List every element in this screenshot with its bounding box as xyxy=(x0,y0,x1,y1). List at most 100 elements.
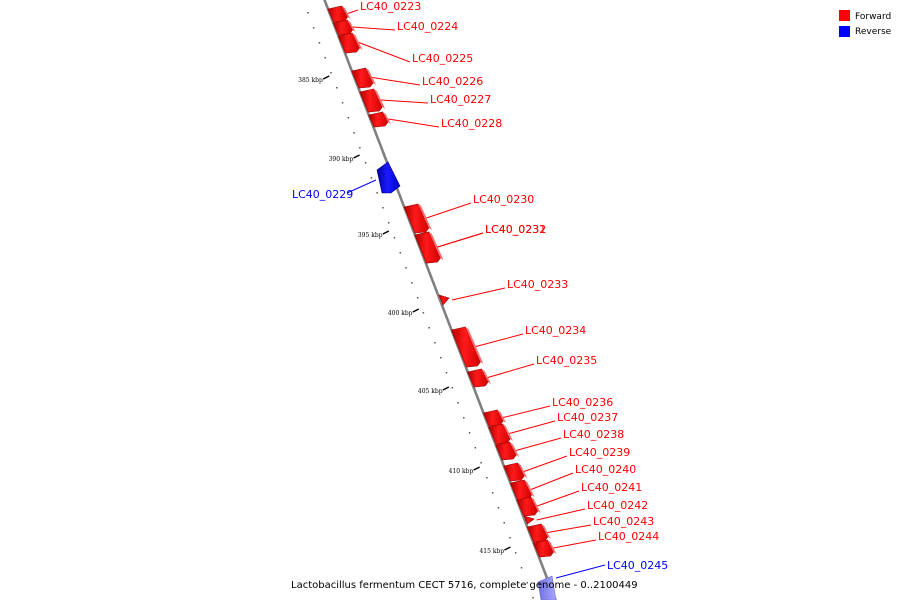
ruler-dot xyxy=(330,72,332,74)
gene-label[interactable]: LC40_0244 xyxy=(598,530,659,543)
gene-label[interactable]: LC40_0242 xyxy=(587,499,648,512)
forward-gene-shape[interactable] xyxy=(523,515,535,525)
gene-lc40_0232[interactable]: LC40_0232 xyxy=(414,223,546,264)
gene-label[interactable]: LC40_0243 xyxy=(593,515,654,528)
forward-gene-shape[interactable] xyxy=(368,111,389,128)
gene-partial-reverse[interactable] xyxy=(537,564,606,600)
gene-side-face xyxy=(524,480,535,497)
ruler-dot xyxy=(382,207,384,209)
ruler-dot xyxy=(416,297,419,299)
gene-lc40_0237[interactable]: LC40_0237 xyxy=(488,411,619,445)
forward-gene-shape[interactable] xyxy=(351,67,374,89)
forward-gene-shape[interactable] xyxy=(414,231,441,264)
tick-mark xyxy=(442,386,450,391)
forward-gene-shape[interactable] xyxy=(526,523,549,543)
forward-gene-shape[interactable] xyxy=(516,496,539,517)
ruler-dot xyxy=(353,132,355,134)
ruler-dot xyxy=(324,57,326,59)
gene-lc40_0236[interactable]: LC40_0236 xyxy=(482,396,613,427)
reverse-gene-shape[interactable] xyxy=(376,161,401,194)
tick-mark xyxy=(412,308,420,313)
gene-lc40_0242[interactable]: LC40_0242 xyxy=(523,499,648,525)
gene-lc40_0235[interactable]: LC40_0235 xyxy=(467,354,598,388)
forward-gene-shape[interactable] xyxy=(467,368,489,388)
gene-lc40_0233[interactable]: LC40_0233 xyxy=(438,278,568,306)
gene-leader-line xyxy=(426,202,472,219)
ruler-dot xyxy=(451,387,453,389)
gene-leader-line xyxy=(380,99,429,104)
forward-gene-shape[interactable] xyxy=(495,441,517,461)
tick-label: 395 kbp xyxy=(358,232,383,239)
tick-label: 400 kbp xyxy=(388,310,413,317)
gene-label[interactable]: LC40_0236 xyxy=(552,396,613,409)
gene-lc40_0240[interactable]: LC40_0240 xyxy=(509,463,636,501)
gene-label[interactable]: LC40_0234 xyxy=(525,324,586,337)
gene-lc40_0238[interactable]: LC40_0238 xyxy=(495,428,625,461)
gene-lc40_0234[interactable]: LC40_0234 xyxy=(450,324,586,368)
gene-label[interactable]: LC40_0233 xyxy=(507,278,568,291)
forward-gene-shape[interactable] xyxy=(503,462,525,482)
ruler-dot xyxy=(376,192,378,194)
gene-label[interactable]: LC40_0229 xyxy=(292,188,353,201)
gene-leader-line xyxy=(509,420,556,434)
forward-gene-shape[interactable] xyxy=(359,88,383,113)
gene-leader-line xyxy=(372,77,421,86)
gene-lc40_0241[interactable]: LC40_0241 xyxy=(516,481,642,517)
gene-leader-line xyxy=(358,42,411,63)
gene-lc40_0223[interactable]: LC40_0223 xyxy=(327,0,421,23)
gene-label[interactable]: LC40_0230 xyxy=(473,193,534,206)
forward-gene-shape[interactable] xyxy=(509,479,532,501)
gene-lc40_0229[interactable]: LC40_0229 xyxy=(292,161,401,201)
gene-label[interactable]: LC40_0223 xyxy=(360,0,421,13)
gene-label[interactable]: LC40_0231 xyxy=(485,223,546,236)
gene-leader-line xyxy=(555,564,606,579)
legend-forward-swatch xyxy=(839,10,850,21)
gene-lc40_0224[interactable]: LC40_0224 xyxy=(332,19,458,36)
forward-gene-shape[interactable] xyxy=(438,294,450,306)
gene-label[interactable]: LC40_0240 xyxy=(575,463,636,476)
gene-lc40_0225[interactable]: LC40_0225 xyxy=(337,32,473,65)
gene-leader-line xyxy=(451,287,506,301)
ruler-dots xyxy=(307,12,534,599)
gene-label[interactable]: LC40_0225 xyxy=(412,52,473,65)
forward-gene-shape[interactable] xyxy=(337,32,360,54)
tick-label: 385 kbp xyxy=(298,77,323,84)
gene-label[interactable]: LC40_0239 xyxy=(569,446,630,459)
gene-track: LC40_0223 LC40_0224 LC40_0225 LC40_0226 LC40… xyxy=(292,0,668,600)
forward-gene-shape[interactable] xyxy=(327,5,348,23)
gene-lc40_0227[interactable]: LC40_0227 xyxy=(359,88,492,113)
gene-label[interactable]: LC40_0235 xyxy=(536,354,597,367)
gene-lc40_0243[interactable]: LC40_0243 xyxy=(526,515,654,543)
gene-side-face xyxy=(481,369,492,384)
gene-lc40_0226[interactable]: LC40_0226 xyxy=(351,67,484,89)
reverse-gene-shape[interactable] xyxy=(537,575,557,600)
gene-lc40_0230[interactable]: LC40_0230 xyxy=(403,193,534,234)
forward-gene-shape[interactable] xyxy=(403,203,430,234)
gene-lc40_0245[interactable]: LC40_0245 xyxy=(607,559,668,572)
gene-label[interactable]: LC40_0232 xyxy=(485,223,546,236)
forward-gene-shape[interactable] xyxy=(332,19,353,36)
gene-label[interactable]: LC40_0245 xyxy=(607,559,668,572)
forward-gene-shape[interactable] xyxy=(450,326,481,368)
gene-label[interactable]: LC40_0237 xyxy=(557,411,618,424)
gene-label[interactable]: LC40_0238 xyxy=(563,428,624,441)
gene-label[interactable]: LC40_0228 xyxy=(441,117,502,130)
gene-label[interactable]: LC40_0226 xyxy=(422,75,483,88)
ruler-dot xyxy=(359,147,361,149)
gene-label[interactable]: LC40_0227 xyxy=(430,93,491,106)
tick-mark xyxy=(322,75,330,80)
gene-leader-line xyxy=(437,232,484,248)
forward-gene-shape[interactable] xyxy=(532,539,554,558)
gene-label[interactable]: LC40_0224 xyxy=(397,20,458,33)
gene-label[interactable]: LC40_0241 xyxy=(581,481,642,494)
forward-gene-shape[interactable] xyxy=(488,423,511,445)
gene-side-face xyxy=(352,33,363,50)
forward-gene-shape[interactable] xyxy=(482,409,504,427)
gene-lc40_0228[interactable]: LC40_0228 xyxy=(368,111,503,130)
gene-leader-line xyxy=(346,179,377,194)
ruler-dot xyxy=(503,522,505,524)
gene-lc40_0244[interactable]: LC40_0244 xyxy=(532,530,659,558)
gene-lc40_0239[interactable]: LC40_0239 xyxy=(503,446,631,482)
gene-leader-line xyxy=(523,455,568,472)
